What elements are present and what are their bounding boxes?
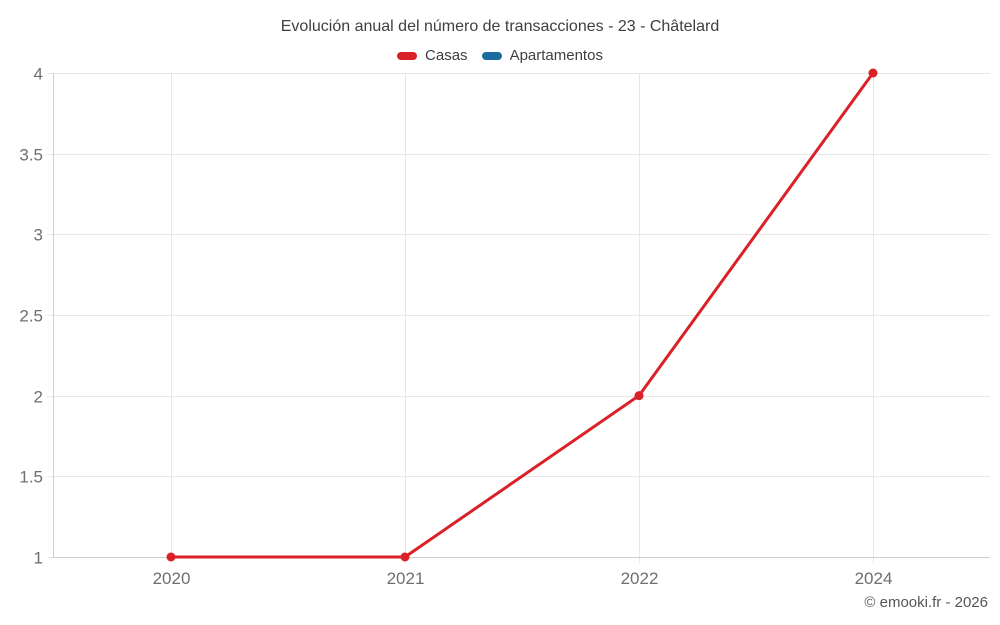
casas-marker	[400, 552, 410, 562]
chart-title: Evolución anual del número de transaccio…	[280, 18, 720, 35]
y-tick-label: 2.5	[19, 306, 43, 325]
legend: Casas Apartamentos	[0, 47, 1000, 64]
casas-marker	[868, 68, 878, 78]
y-tick-label: 3	[34, 225, 43, 244]
y-tick-label: 3.5	[19, 145, 43, 164]
legend-label-casas: Casas	[425, 47, 468, 64]
copyright-credit: © emooki.fr - 2026	[864, 594, 988, 611]
x-tick-label: 2020	[153, 569, 191, 588]
x-tick-label: 2022	[621, 569, 659, 588]
x-tick-label: 2024	[855, 569, 893, 588]
y-tick-label: 4	[34, 64, 43, 83]
apartamentos-swatch-icon	[481, 51, 502, 60]
x-tick-label: 2021	[387, 569, 425, 588]
y-tick-label: 2	[34, 387, 43, 406]
casas-line	[169, 71, 875, 559]
casas-marker	[634, 391, 644, 401]
casas-marker	[166, 552, 176, 562]
legend-item-casas[interactable]: Casas	[397, 47, 468, 64]
y-tick-label: 1	[34, 548, 43, 567]
y-tick-label: 1.5	[19, 467, 43, 486]
casas-swatch-icon	[397, 51, 418, 60]
legend-label-apartamentos: Apartamentos	[509, 47, 603, 64]
legend-item-apartamentos[interactable]: Apartamentos	[481, 47, 603, 64]
